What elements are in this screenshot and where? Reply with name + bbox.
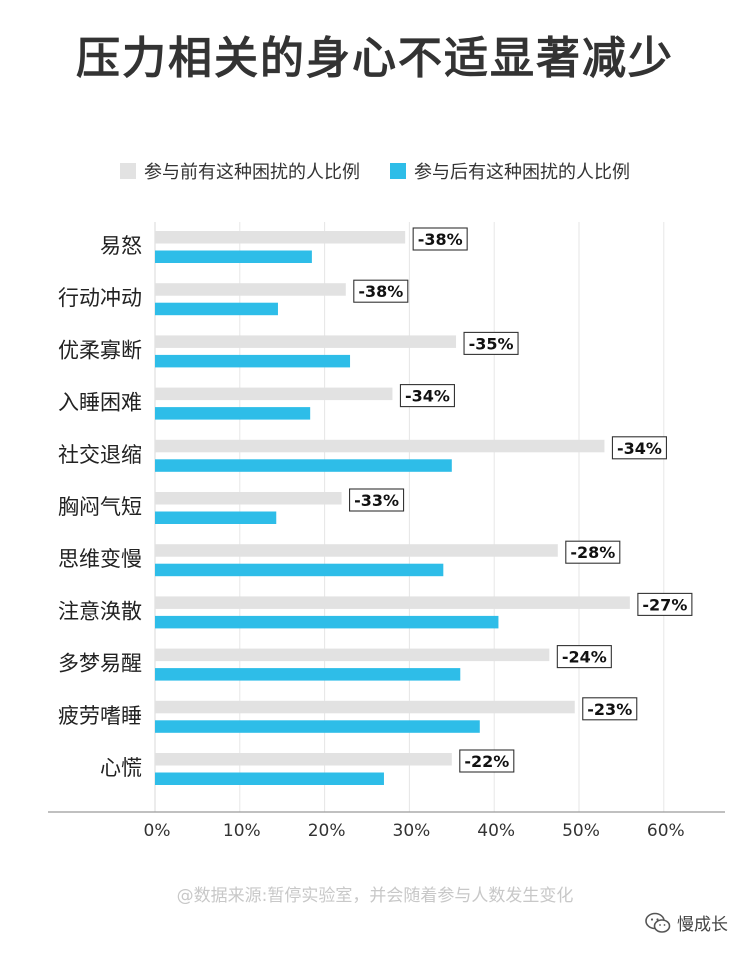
bar-chart: 0% 10% 20% 30% 40% 50% 60% 易怒 -38% 行动冲动 -38% 优柔寡断 -3… xyxy=(48,222,725,841)
bar-after xyxy=(155,720,480,733)
x-tick-label: 0% xyxy=(144,821,171,841)
bar-after xyxy=(155,563,444,577)
reduction-label-box xyxy=(463,331,519,355)
wechat-icon xyxy=(645,912,671,933)
bar-before xyxy=(155,544,558,557)
bar-before xyxy=(155,700,575,714)
bar-before xyxy=(155,596,630,609)
bar-before xyxy=(155,439,605,453)
bar-before xyxy=(155,231,406,244)
bar-before xyxy=(155,492,342,505)
reduction-label: -34% xyxy=(617,439,662,458)
reduction-label: -34% xyxy=(405,387,450,406)
category-label: 疲劳嗜睡 xyxy=(58,704,142,728)
brand: 慢成长 xyxy=(645,910,728,935)
x-tick-label: 20% xyxy=(308,821,346,841)
reduction-label-box xyxy=(556,645,612,669)
brand-name: 慢成长 xyxy=(677,915,728,935)
reduction-label: -28% xyxy=(570,543,615,562)
bar-before xyxy=(155,283,346,296)
reduction-label: -27% xyxy=(642,595,687,614)
bar-after xyxy=(155,459,452,472)
bar-before xyxy=(155,387,393,401)
category-label: 注意涣散 xyxy=(58,599,142,623)
legend-label-after: 参与后有这种困扰的人比例 xyxy=(414,162,630,183)
category-label: 胸闷气短 xyxy=(58,495,142,519)
bar-before xyxy=(155,753,452,766)
category-label: 心慌 xyxy=(100,756,142,780)
bar-after xyxy=(155,615,499,629)
category-label: 思维变慢 xyxy=(58,547,142,571)
legend-item-before: 参与前有这种困扰的人比例 xyxy=(120,158,360,184)
reduction-label-box xyxy=(582,697,638,721)
bar-after xyxy=(155,407,311,420)
x-tick-label: 10% xyxy=(223,821,261,841)
reduction-label: -24% xyxy=(562,648,607,667)
reduction-label-box xyxy=(459,749,515,773)
reduction-label: -38% xyxy=(418,230,463,249)
legend-label-before: 参与前有这种困扰的人比例 xyxy=(144,162,360,183)
legend-swatch-before xyxy=(120,163,136,179)
reduction-label-box xyxy=(611,436,667,460)
category-label: 易怒 xyxy=(100,234,142,258)
legend-swatch-after xyxy=(390,163,406,179)
category-label: 多梦易醒 xyxy=(58,652,142,676)
reduction-label: -22% xyxy=(464,752,509,771)
x-tick-label: 50% xyxy=(562,821,600,841)
bar-after xyxy=(155,772,384,785)
bar-after xyxy=(155,354,351,368)
reduction-label-box xyxy=(349,488,405,512)
legend-item-after: 参与后有这种困扰的人比例 xyxy=(390,158,630,184)
x-tick-label: 40% xyxy=(477,821,515,841)
bar-after xyxy=(155,250,312,263)
bar-after xyxy=(155,511,277,524)
reduction-label-box xyxy=(399,384,455,408)
reduction-label-box xyxy=(565,540,621,564)
reduction-label: -33% xyxy=(354,491,399,510)
category-label: 入睡困难 xyxy=(58,391,142,415)
x-tick-label: 30% xyxy=(393,821,431,841)
reduction-label: -23% xyxy=(587,700,632,719)
bar-after xyxy=(155,302,278,316)
source-note: @数据来源:暂停实验室，并会随着参与人数发生变化 xyxy=(176,886,574,906)
bar-after xyxy=(155,668,461,681)
x-tick-label: 60% xyxy=(647,821,685,841)
bar-before xyxy=(155,648,550,662)
category-label: 行动冲动 xyxy=(58,286,142,310)
bar-before xyxy=(155,335,457,348)
category-label: 社交退缩 xyxy=(58,443,142,467)
reduction-label-box xyxy=(353,279,409,303)
category-label: 优柔寡断 xyxy=(58,338,142,362)
reduction-label: -38% xyxy=(358,282,403,301)
reduction-label: -35% xyxy=(469,334,514,353)
reduction-label-box xyxy=(637,592,693,616)
chart-title: 压力相关的身心不适显著减少 xyxy=(76,33,674,84)
legend: 参与前有这种困扰的人比例 参与后有这种困扰的人比例 xyxy=(0,158,750,184)
reduction-label-box xyxy=(412,227,468,251)
